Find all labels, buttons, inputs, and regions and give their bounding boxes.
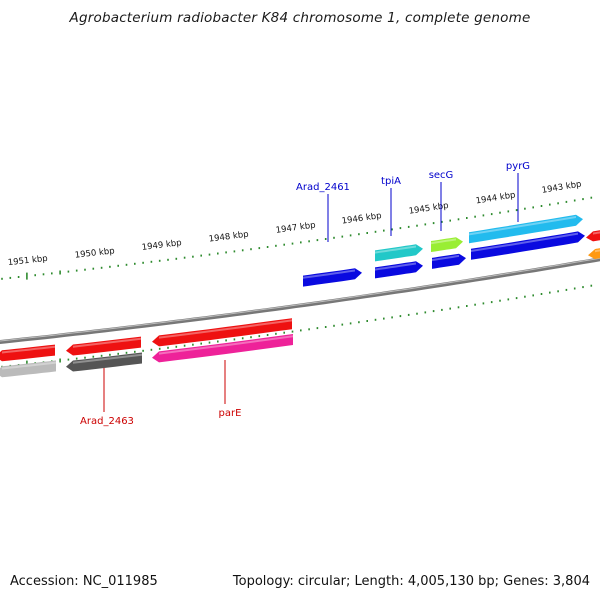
gene-pyrg	[471, 231, 585, 260]
gene-arad-2461	[303, 268, 362, 287]
gene-tpia-highlight	[375, 262, 416, 271]
gene-label: tpiA	[381, 176, 401, 187]
category-secg-highlight	[431, 238, 456, 245]
gene-left-partial-highlight	[2, 345, 55, 354]
gene-left-partial	[0, 344, 55, 362]
gene-pyrg-highlight	[471, 232, 578, 252]
category-tpia-highlight	[375, 245, 416, 254]
kbp-tick-label: 1950 kbp	[74, 246, 115, 261]
gene-arad-2463	[66, 336, 141, 356]
category-right-partial-highlight	[595, 249, 600, 253]
category-pyrg-highlight	[469, 216, 576, 236]
gene-secg-highlight	[432, 254, 459, 262]
kbp-tick-label: 1951 kbp	[7, 254, 48, 268]
kbp-tick-label: 1946 kbp	[341, 211, 382, 227]
category-pare-highlight	[159, 335, 293, 355]
gene-right-partial-highlight	[593, 231, 600, 235]
genome-backbone-highlight	[0, 257, 600, 342]
category-arad-2463	[66, 352, 142, 372]
gene-label: Arad_2463	[80, 416, 134, 427]
kbp-tick-label: 1948 kbp	[208, 230, 249, 245]
gene-arad-2463-highlight	[73, 337, 141, 348]
category-secg	[431, 237, 463, 252]
gene-label: parE	[219, 408, 242, 419]
gene-secg	[432, 253, 466, 269]
map-title: Agrobacterium radiobacter K84 chromosome…	[69, 10, 531, 26]
kbp-tick-label: 1949 kbp	[141, 238, 182, 253]
category-pyrg	[469, 214, 583, 244]
category-arad-2463-highlight	[73, 353, 142, 364]
kbp-tick-label: 1947 kbp	[275, 220, 316, 235]
accession-label: Accession: NC_011985	[10, 574, 158, 589]
category-pare	[152, 334, 293, 363]
category-left-partial-highlight	[2, 361, 56, 370]
kbp-tick-label: 1945 kbp	[408, 201, 449, 217]
kbp-tick-label: 1943 kbp	[541, 179, 582, 195]
category-left-partial	[0, 360, 56, 378]
gene-label: Arad_2461	[296, 182, 350, 193]
category-right-partial	[588, 248, 600, 260]
gene-tpia	[375, 261, 423, 279]
kbp-tick-label: 1944 kbp	[475, 190, 516, 206]
topology-info: Topology: circular; Length: 4,005,130 bp…	[232, 574, 590, 589]
gene-label: pyrG	[506, 161, 530, 172]
gene-arad-2461-highlight	[303, 269, 355, 279]
gene-label: secG	[429, 170, 454, 181]
category-tpia	[375, 244, 423, 262]
gene-pare	[152, 318, 292, 347]
gene-pare-highlight	[159, 319, 292, 339]
genome-backbone	[0, 257, 600, 345]
gene-right-partial	[586, 230, 600, 242]
